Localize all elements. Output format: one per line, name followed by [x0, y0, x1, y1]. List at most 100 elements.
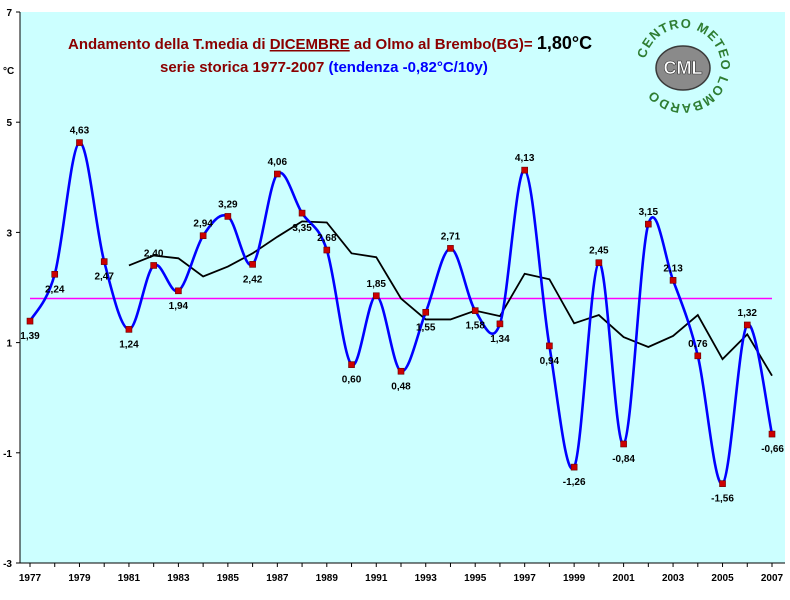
data-point-1977	[26, 317, 34, 325]
data-label-1991: 1,85	[367, 279, 387, 290]
data-label-1987: 4,06	[268, 157, 288, 168]
data-point-2001	[620, 440, 627, 448]
y-tick-label: 1	[6, 339, 12, 350]
x-tick-label: 1991	[365, 573, 388, 584]
title-middle: ad Olmo al Brembo(BG)=	[350, 36, 537, 53]
data-point-1981	[125, 326, 133, 333]
x-tick-label: 1993	[415, 573, 438, 584]
data-label-1980: 2,47	[94, 272, 114, 283]
data-point-1986	[249, 261, 256, 268]
x-tick-label: 2001	[612, 573, 635, 584]
y-tick-label: 3	[6, 228, 12, 239]
data-point-1982	[150, 262, 157, 269]
data-point-2003	[669, 277, 677, 284]
title-series-period: serie storica 1977-2007	[160, 59, 328, 76]
data-point-1979	[76, 139, 83, 146]
data-labels: 1,39 2,24 4,63 2,47 1,24 2,40 1,94 2,94 3,29 2,42…	[20, 126, 784, 505]
y-tick-label: 7	[6, 8, 12, 19]
data-point-2002	[645, 220, 652, 228]
x-tick-label: 1999	[563, 573, 586, 584]
data-point-1988	[298, 209, 306, 217]
data-point-1992	[397, 367, 405, 375]
x-tick-label: 1983	[167, 573, 190, 584]
logo-center-text: CML	[664, 58, 703, 78]
data-point-1984	[199, 232, 207, 240]
data-label-1988: 3,35	[292, 223, 312, 234]
x-tick-label: 1979	[68, 573, 91, 584]
data-point-1991	[372, 292, 380, 300]
data-point-1990	[348, 361, 355, 368]
data-label-1981: 1,24	[119, 339, 139, 350]
x-tick-label: 1997	[514, 573, 537, 584]
data-label-1989: 2,68	[317, 233, 337, 244]
data-label-1993: 1,55	[416, 322, 436, 333]
data-point-2004	[694, 352, 702, 360]
data-label-1998: 0,94	[540, 356, 560, 367]
x-tick-label: 2007	[761, 573, 784, 584]
y-tick-label: -1	[3, 449, 12, 460]
data-label-1994: 2,71	[441, 231, 461, 242]
x-tick-label: 1995	[464, 573, 487, 584]
title-month: DICEMBRE	[270, 36, 350, 53]
data-label-1995: 1,58	[465, 321, 485, 332]
data-label-2002: 3,15	[639, 207, 659, 218]
data-label-2007: -0,66	[761, 444, 784, 455]
data-point-1987	[274, 170, 281, 178]
data-label-2001: -0,84	[612, 454, 635, 465]
data-point-1996	[496, 320, 504, 328]
x-tick-label: 1981	[118, 573, 141, 584]
series-layer	[26, 139, 776, 487]
y-axis-unit: °C	[3, 66, 14, 77]
data-label-1982: 2,40	[144, 248, 164, 259]
data-point-1999	[570, 463, 578, 471]
data-point-2007	[768, 430, 776, 438]
x-tick-label: 1985	[217, 573, 240, 584]
data-label-2005: -1,56	[711, 494, 734, 505]
data-label-1985: 3,29	[218, 199, 238, 210]
moving-average-line	[128, 220, 773, 377]
data-label-1984: 2,94	[193, 219, 213, 230]
data-point-1985	[224, 213, 232, 220]
data-label-2006: 1,32	[738, 308, 758, 319]
data-point-1983	[175, 287, 182, 295]
data-point-1997	[521, 166, 528, 174]
title-trend: (tendenza -0,82°C/10y)	[328, 59, 487, 76]
x-tick-label: 1987	[266, 573, 289, 584]
data-label-2003: 2,13	[663, 263, 683, 274]
data-label-2000: 2,45	[589, 246, 609, 257]
logo-emblem	[655, 45, 711, 91]
x-tick-label: 1989	[316, 573, 339, 584]
data-point-1978	[51, 270, 59, 278]
title-prefix: Andamento della T.media di	[68, 36, 270, 53]
data-point-1995	[471, 307, 479, 314]
data-label-1999: -1,26	[563, 477, 586, 488]
data-label-1986: 2,42	[243, 274, 263, 285]
data-label-1992: 0,48	[391, 381, 411, 392]
data-point-2000	[595, 259, 603, 267]
y-tick-label: 5	[6, 118, 12, 129]
data-label-2004: 0,76	[688, 339, 708, 350]
x-tick-label: 2005	[711, 573, 734, 584]
data-label-1979: 4,63	[70, 126, 90, 137]
x-tick-label: 2003	[662, 573, 685, 584]
data-label-1978: 2,24	[45, 284, 65, 295]
data-label-1997: 4,13	[515, 153, 535, 164]
chart-title-line2: serie storica 1977-2007 (tendenza -0,82°…	[160, 59, 488, 76]
y-tick-label: -3	[3, 559, 12, 570]
data-point-1993	[422, 308, 430, 316]
data-label-1977: 1,39	[20, 331, 40, 342]
data-point-1989	[323, 246, 331, 254]
plot-area	[20, 12, 785, 563]
axes: -3 -1 1 3 5 7 1977 1979 1981 1983 1985 1987 1989 1991…	[3, 8, 785, 584]
data-label-1990: 0,60	[342, 375, 362, 386]
title-mean-value: 1,80°C	[537, 33, 592, 53]
x-tick-label: 1977	[19, 573, 42, 584]
data-point-2005	[719, 480, 726, 487]
data-label-1996: 1,34	[490, 334, 510, 345]
data-point-1998	[546, 342, 553, 350]
data-point-2006	[743, 321, 751, 329]
chart-title-line1: Andamento della T.media di DICEMBRE ad O…	[68, 33, 592, 53]
data-point-1980	[100, 258, 108, 265]
